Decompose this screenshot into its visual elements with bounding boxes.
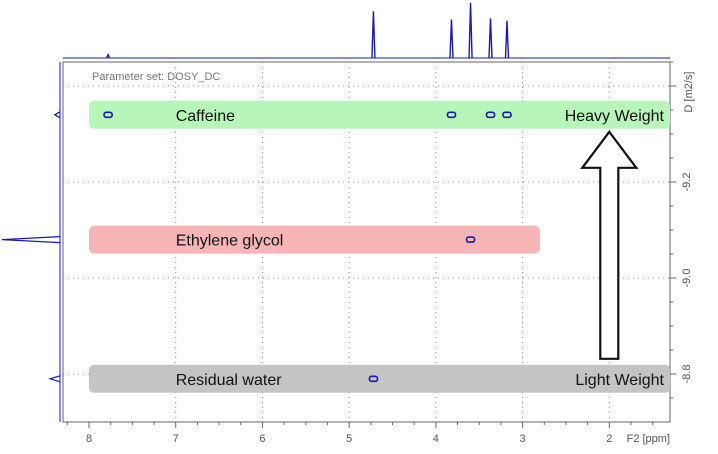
f2-peak xyxy=(371,11,376,59)
f2-peak xyxy=(488,18,493,59)
compound-band xyxy=(89,364,670,393)
cross-peak xyxy=(103,111,113,119)
x-tick-label: 8 xyxy=(86,433,92,445)
x-tick-label: 7 xyxy=(173,433,179,445)
x-tick-label: 5 xyxy=(346,433,352,445)
compound-label: Ethylene glycol xyxy=(176,233,284,250)
weight-label: Light Weight xyxy=(575,372,664,389)
compound-label: Residual water xyxy=(176,372,283,389)
f2-peak xyxy=(449,19,454,59)
x-tick-label: 3 xyxy=(520,433,526,445)
diffusion-projection xyxy=(1,62,61,422)
f2-peak xyxy=(105,53,111,59)
x-axis: 8 7 6 5 4 3 2 F2 [ppm] xyxy=(66,422,670,445)
y-tick-label: -9.2 xyxy=(681,173,693,192)
weight-label: Heavy Weight xyxy=(565,108,665,125)
x-axis-label: F2 [ppm] xyxy=(627,433,670,445)
up-arrow xyxy=(580,129,639,360)
cross-peak xyxy=(485,111,496,119)
compound-bands: Caffeine Heavy Weight Ethylene glycol Resid… xyxy=(89,100,670,393)
f2-peak xyxy=(468,2,473,59)
diffusion-peak xyxy=(53,111,61,119)
diffusion-peak xyxy=(1,236,61,244)
diffusion-peak xyxy=(48,375,61,383)
compound-band xyxy=(89,225,540,254)
f2-projection xyxy=(63,2,670,59)
y-tick-label: -8.8 xyxy=(681,365,693,384)
x-tick-label: 4 xyxy=(433,433,439,445)
y-tick-label: -9.0 xyxy=(681,269,693,288)
cross-peak xyxy=(465,236,476,243)
compound-band xyxy=(89,100,670,129)
x-tick-label: 2 xyxy=(606,433,612,445)
f2-peak xyxy=(504,20,510,59)
weight-arrow xyxy=(580,129,639,360)
y-axis: -8.8 -9.0 -9.2 D [m2/s] xyxy=(670,61,695,399)
parameter-set-label: Parameter set: DOSY_DC xyxy=(92,71,220,83)
cross-peak xyxy=(368,375,379,383)
y-axis-label: D [m2/s] xyxy=(683,72,695,113)
x-tick-label: 6 xyxy=(259,433,265,445)
cross-peak xyxy=(446,111,457,119)
cross-peak xyxy=(502,111,512,119)
compound-label: Caffeine xyxy=(176,108,235,125)
cross-peaks xyxy=(103,111,512,383)
